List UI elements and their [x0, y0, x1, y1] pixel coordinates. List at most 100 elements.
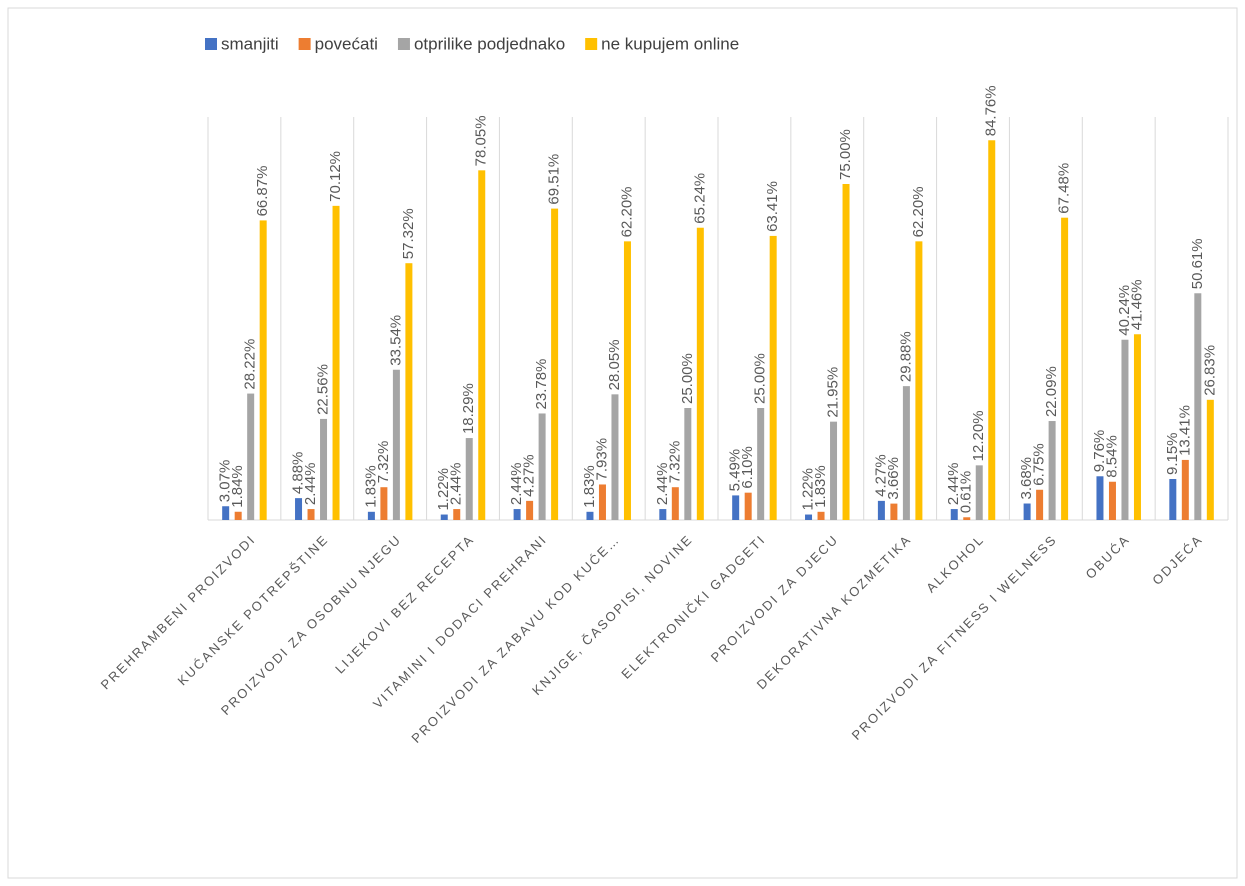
value-label: 26.83% [1201, 345, 1218, 396]
legend-label: smanjiti [221, 34, 279, 53]
value-label: 40.24% [1116, 285, 1133, 336]
value-label: 1.83% [581, 465, 598, 508]
value-label: 62.20% [618, 186, 635, 237]
bar [950, 509, 958, 520]
bar [295, 498, 303, 520]
bar [732, 495, 740, 520]
value-label: 1.83% [812, 465, 829, 508]
value-label: 7.32% [666, 441, 683, 484]
bar [842, 184, 850, 520]
bar [757, 408, 765, 520]
value-label: 7.32% [375, 441, 392, 484]
bar [696, 227, 704, 520]
value-label: 62.20% [910, 186, 927, 237]
legend-label: ne kupujem online [601, 34, 739, 53]
value-label: 78.05% [473, 115, 490, 166]
value-label: 2.44% [508, 463, 525, 506]
value-label: 1.84% [229, 465, 246, 508]
value-label: 25.00% [752, 353, 769, 404]
value-label: 9.15% [1164, 432, 1181, 475]
value-label: 50.61% [1189, 238, 1206, 289]
bar [1061, 217, 1069, 520]
bar [744, 492, 752, 520]
value-label: 63.41% [764, 181, 781, 232]
bar [526, 500, 534, 520]
value-label: 1.22% [800, 468, 817, 511]
value-label: 12.20% [970, 410, 987, 461]
bar [332, 205, 340, 520]
bar [902, 386, 910, 520]
value-label: 13.41% [1176, 405, 1193, 456]
bar [611, 394, 619, 520]
value-label: 28.22% [242, 339, 259, 390]
bar [890, 503, 898, 520]
legend-swatch [585, 38, 598, 50]
bar [1133, 334, 1141, 520]
value-label: 69.51% [546, 154, 563, 205]
value-label: 33.54% [387, 315, 404, 366]
bar [1036, 489, 1044, 520]
bar [877, 500, 885, 520]
value-label: 25.00% [679, 353, 696, 404]
value-label: 2.44% [448, 463, 465, 506]
value-label: 22.56% [315, 364, 332, 415]
bar [1206, 399, 1214, 520]
bar [963, 517, 971, 520]
value-label: 4.27% [521, 454, 538, 497]
value-label: 1.83% [362, 465, 379, 508]
bar [1096, 476, 1104, 520]
bar [247, 393, 255, 520]
legend-label: otprilike podjednako [414, 34, 565, 53]
bar [551, 208, 559, 520]
bar [465, 438, 473, 520]
value-label: 28.05% [606, 339, 623, 390]
bar [1048, 421, 1056, 520]
value-label: 84.76% [983, 85, 1000, 136]
bar [830, 421, 838, 520]
value-label: 18.29% [460, 383, 477, 434]
bar [623, 241, 631, 520]
bar [915, 241, 923, 520]
bar [380, 487, 388, 520]
bar [538, 413, 546, 520]
value-label: 41.46% [1128, 279, 1145, 330]
bar [1108, 481, 1116, 520]
bar [405, 263, 413, 520]
legend-swatch [298, 38, 311, 50]
bar [975, 465, 983, 520]
bar [817, 511, 825, 520]
bar [598, 484, 606, 520]
bar [367, 511, 375, 520]
value-label: 4.88% [290, 452, 307, 495]
value-label: 3.66% [885, 457, 902, 500]
bar [392, 369, 400, 520]
bar [259, 220, 267, 520]
value-label: 66.87% [254, 166, 271, 217]
bar [586, 511, 594, 520]
bar [769, 235, 777, 520]
bar [234, 511, 242, 520]
value-label: 2.44% [945, 463, 962, 506]
bar [671, 487, 679, 520]
value-label: 3.07% [217, 460, 234, 503]
value-label: 21.95% [825, 367, 842, 418]
chart-border [7, 7, 1238, 879]
value-label: 22.09% [1043, 366, 1060, 417]
value-label: 6.75% [1031, 443, 1048, 486]
legend-swatch [205, 38, 217, 50]
bar [659, 509, 667, 520]
bar [513, 509, 521, 520]
bar [453, 509, 461, 520]
bar [805, 514, 813, 520]
value-label: 6.10% [739, 446, 756, 489]
bar [1169, 479, 1177, 520]
value-label: 75.00% [837, 129, 854, 180]
value-label: 29.88% [897, 331, 914, 382]
legend-label: povećati [315, 34, 378, 53]
value-label: 8.54% [1103, 435, 1120, 478]
bar [1121, 339, 1129, 520]
bar [1194, 293, 1202, 520]
value-label: 7.93% [593, 438, 610, 481]
value-label: 67.48% [1056, 163, 1073, 214]
